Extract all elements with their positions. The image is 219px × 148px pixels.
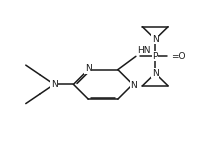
Text: N: N <box>152 69 159 78</box>
Text: N: N <box>51 80 57 89</box>
Text: N: N <box>85 64 92 73</box>
Text: N: N <box>152 35 159 44</box>
Text: P: P <box>153 52 158 61</box>
Text: N: N <box>131 81 137 90</box>
Text: HN: HN <box>137 46 151 55</box>
Text: =O: =O <box>171 52 186 61</box>
